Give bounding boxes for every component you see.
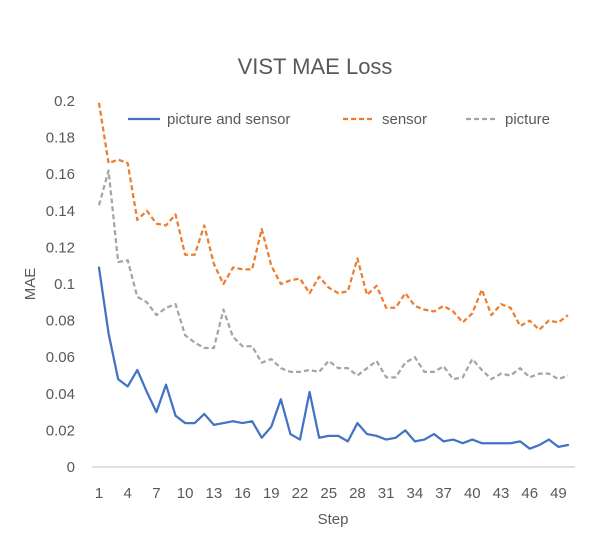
x-tick-label: 37 — [435, 485, 452, 502]
y-tick-label: 0.1 — [54, 276, 75, 293]
x-tick-label: 28 — [349, 485, 366, 502]
x-tick-label: 25 — [320, 485, 337, 502]
legend: picture and sensor sensor picture — [128, 111, 550, 128]
x-tick-labels: 1 4 7 10 13 16 19 22 25 28 31 34 37 40 43 46 49 — [95, 485, 567, 502]
x-tick-label: 13 — [206, 485, 223, 502]
legend-label: sensor — [382, 111, 427, 128]
y-tick-label: 0.14 — [46, 203, 75, 220]
x-tick-label: 22 — [292, 485, 309, 502]
x-tick-label: 4 — [124, 485, 132, 502]
series-line-picture — [97, 169, 569, 381]
y-tick-label: 0 — [67, 459, 75, 476]
x-tick-label: 40 — [464, 485, 481, 502]
x-tick-label: 31 — [378, 485, 395, 502]
x-tick-label: 34 — [407, 485, 424, 502]
x-tick-label: 7 — [152, 485, 160, 502]
y-tick-label: 0.02 — [46, 422, 75, 439]
x-tick-label: 46 — [521, 485, 538, 502]
chart-title: VIST MAE Loss — [238, 54, 393, 79]
x-tick-label: 1 — [95, 485, 103, 502]
legend-label: picture — [505, 111, 550, 128]
y-tick-labels: 0 0.02 0.04 0.06 0.08 0.1 0.12 0.14 0.16 0.18 0.2 — [46, 93, 75, 476]
series-line-picture-and-sensor — [97, 266, 570, 450]
x-tick-label: 16 — [234, 485, 251, 502]
x-tick-label: 43 — [493, 485, 510, 502]
legend-label: picture and sensor — [167, 111, 290, 128]
y-tick-label: 0.18 — [46, 130, 75, 147]
y-tick-label: 0.16 — [46, 166, 75, 183]
y-tick-label: 0.06 — [46, 349, 75, 366]
y-tick-label: 0.04 — [46, 386, 75, 403]
x-axis-label: Step — [318, 511, 349, 528]
y-tick-label: 0.2 — [54, 93, 75, 110]
y-tick-label: 0.12 — [46, 239, 75, 256]
series-line-sensor — [97, 102, 569, 331]
y-axis-label: MAE — [22, 268, 39, 301]
x-tick-label: 10 — [177, 485, 194, 502]
y-tick-label: 0.08 — [46, 313, 75, 330]
x-tick-label: 49 — [550, 485, 567, 502]
series-lines — [97, 102, 570, 450]
x-tick-label: 19 — [263, 485, 280, 502]
